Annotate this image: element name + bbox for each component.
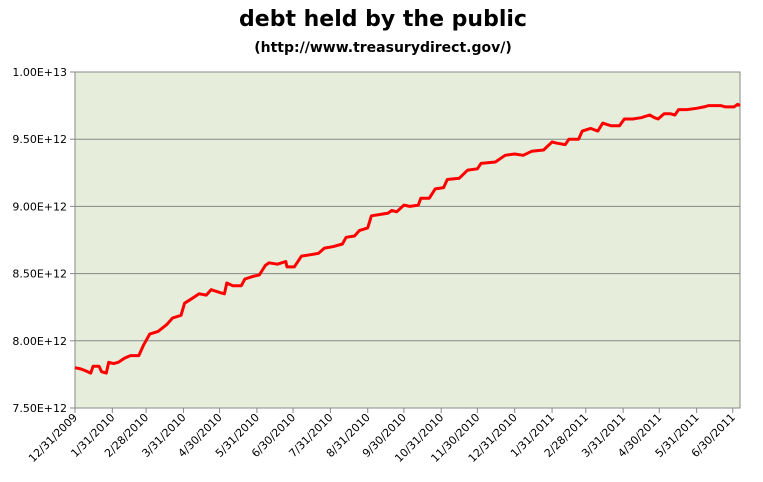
y-tick-label: 1.00E+13 (12, 66, 67, 79)
data-line (74, 102, 741, 375)
y-tick-label: 9.00E+12 (12, 200, 67, 213)
chart-title: debt held by the public (239, 7, 527, 32)
plot-area (74, 71, 741, 409)
chart-subtitle: (http://www.treasurydirect.gov/) (254, 40, 512, 56)
y-tick-label: 8.50E+12 (12, 268, 67, 281)
y-tick-label: 9.50E+12 (12, 133, 67, 146)
x-tick-label: 12/31/2009 (26, 411, 80, 465)
y-tick-label: 7.50E+12 (12, 402, 67, 415)
y-tick-label: 8.00E+12 (12, 335, 67, 348)
